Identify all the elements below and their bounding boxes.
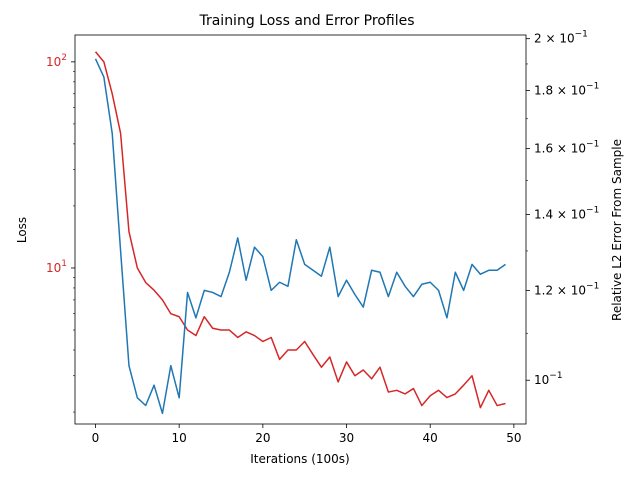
right-axis-label: Relative L2 Error From Sample bbox=[610, 139, 624, 321]
left-axis-ticks: 102 101 bbox=[46, 53, 75, 413]
right-tick-label: 10−1 bbox=[534, 371, 563, 387]
right-tick-label: 1.8 × 10−1 bbox=[534, 82, 599, 98]
x-tick-label: 0 bbox=[92, 431, 100, 445]
x-tick-label: 40 bbox=[423, 431, 438, 445]
x-tick-label: 50 bbox=[506, 431, 521, 445]
x-axis-label: Iterations (100s) bbox=[250, 452, 350, 466]
right-tick-label: 1.2 × 10−1 bbox=[534, 281, 599, 297]
x-axis-ticks: 0 10 20 30 40 50 bbox=[92, 424, 522, 445]
x-tick-label: 10 bbox=[172, 431, 187, 445]
loss-line bbox=[94, 51, 506, 409]
right-tick-label: 1.4 × 10−1 bbox=[534, 205, 599, 221]
left-tick-label: 101 bbox=[46, 259, 67, 275]
right-tick-label: 1.6 × 10−1 bbox=[534, 140, 599, 156]
x-tick-label: 30 bbox=[339, 431, 354, 445]
chart-title: Training Loss and Error Profiles bbox=[198, 13, 414, 29]
left-axis-label: Loss bbox=[15, 217, 29, 243]
series-lines bbox=[94, 51, 506, 415]
relative-error-line bbox=[94, 58, 506, 415]
plot-frame bbox=[74, 34, 527, 425]
right-axis-ticks: 2 × 10−1 1.8 × 10−1 1.6 × 10−1 1.4 × 10−1 1.… bbox=[526, 30, 599, 387]
left-tick-label: 102 bbox=[46, 53, 67, 69]
right-tick-label: 2 × 10−1 bbox=[534, 30, 588, 46]
x-tick-label: 20 bbox=[255, 431, 270, 445]
